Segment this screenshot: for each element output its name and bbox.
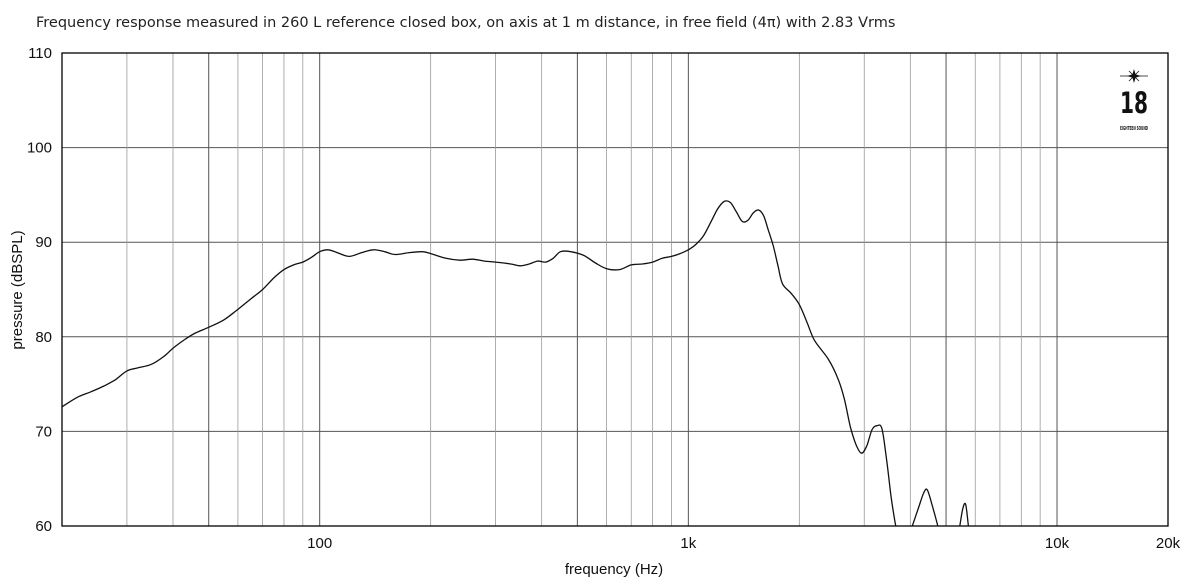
y-tick-label: 60	[35, 518, 52, 535]
y-tick-label: 70	[35, 423, 52, 440]
y-tick-label: 80	[35, 329, 52, 346]
y-axis-label: pressure (dBSPL)	[9, 230, 26, 349]
y-tick-label: 90	[35, 234, 52, 251]
y-tick-label: 110	[28, 45, 52, 62]
response-curve	[61, 200, 897, 527]
y-tick-label: 100	[27, 140, 52, 157]
x-tick-label: 10k	[1045, 535, 1070, 552]
y-axis-ticks: 60 70 80 90 100 110	[27, 45, 52, 535]
logo-number: 18	[1120, 86, 1148, 120]
plot-frame	[61, 52, 1169, 527]
x-tick-label: 1k	[680, 535, 696, 552]
series-layer	[61, 200, 970, 527]
star-icon	[1120, 69, 1148, 83]
brand-logo: 18 EIGHTEEN SOUND	[1120, 69, 1148, 132]
response-curve	[911, 488, 939, 527]
response-curve	[959, 502, 970, 527]
grid	[62, 52, 1168, 527]
chart-title: Frequency response measured in 260 L ref…	[36, 15, 895, 31]
x-tick-label: 20k	[1156, 535, 1181, 552]
x-axis-label: frequency (Hz)	[565, 561, 663, 578]
x-tick-label: 100	[307, 535, 332, 552]
logo-wordmark: EIGHTEEN SOUND	[1120, 126, 1148, 132]
x-axis-ticks: 100 1k 10k 20k	[307, 535, 1180, 552]
